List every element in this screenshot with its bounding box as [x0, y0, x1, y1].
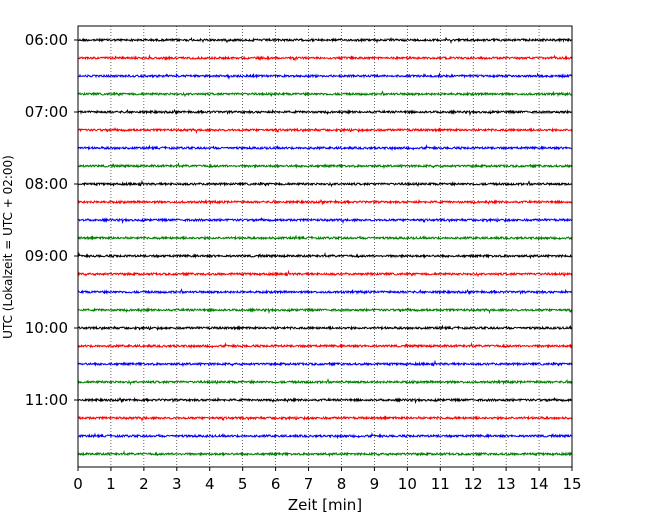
x-tick-label: 12 [464, 475, 483, 493]
x-tick-label: 14 [530, 475, 549, 493]
x-tick-label: 11 [431, 475, 450, 493]
plot-frame [77, 25, 573, 468]
x-tick-label: 9 [370, 475, 380, 493]
trace-line [77, 431, 573, 440]
trace-line [77, 306, 573, 315]
y-axis: 06:00 07:00 08:00 09:00 10:00 11:00 [25, 31, 78, 409]
trace-line [77, 198, 573, 206]
x-tick-label: 15 [562, 475, 581, 493]
x-axis-label: Zeit [min] [288, 496, 362, 514]
x-tick-label: 5 [238, 475, 248, 493]
x-tick-label: 3 [172, 475, 182, 493]
trace-line [77, 37, 573, 45]
trace-line [77, 216, 573, 225]
trace-line [77, 54, 573, 62]
trace-line [77, 126, 573, 135]
x-tick-label: 0 [73, 475, 83, 493]
y-tick-label: 11:00 [25, 391, 68, 409]
trace-line [77, 415, 573, 423]
trace-line [77, 72, 573, 81]
trace-line [77, 179, 573, 188]
trace-line [77, 161, 573, 170]
y-tick-label: 09:00 [25, 247, 68, 265]
y-tick-label: 06:00 [25, 31, 68, 49]
y-tick-label: 10:00 [25, 319, 68, 337]
trace-line [77, 359, 573, 368]
trace-line [77, 449, 573, 458]
x-tick-label: 7 [304, 475, 314, 493]
y-tick-label: 08:00 [25, 175, 68, 193]
trace-line [77, 378, 573, 386]
seismic-traces [77, 37, 573, 458]
trace-line [77, 143, 573, 152]
trace-line [77, 341, 573, 350]
trace-line [77, 251, 573, 260]
trace-line [77, 108, 573, 117]
x-tick-label: 8 [337, 475, 347, 493]
trace-line [77, 288, 573, 296]
x-tick-label: 4 [205, 475, 215, 493]
y-tick-label: 07:00 [25, 103, 68, 121]
x-axis: 0 1 2 3 4 5 6 7 8 9 10 11 12 13 14 15 [73, 467, 582, 493]
trace-line [77, 324, 573, 331]
trace-line [77, 269, 573, 278]
x-tick-label: 1 [106, 475, 116, 493]
x-tick-label: 6 [271, 475, 281, 493]
trace-line [77, 234, 573, 242]
y-axis-label: UTC (Lokalzeit = UTC + 02:00) [1, 155, 15, 339]
x-tick-label: 2 [139, 475, 149, 493]
trace-line [77, 396, 573, 405]
x-tick-label: 10 [398, 475, 417, 493]
trace-line [77, 90, 573, 98]
x-tick-label: 13 [497, 475, 516, 493]
